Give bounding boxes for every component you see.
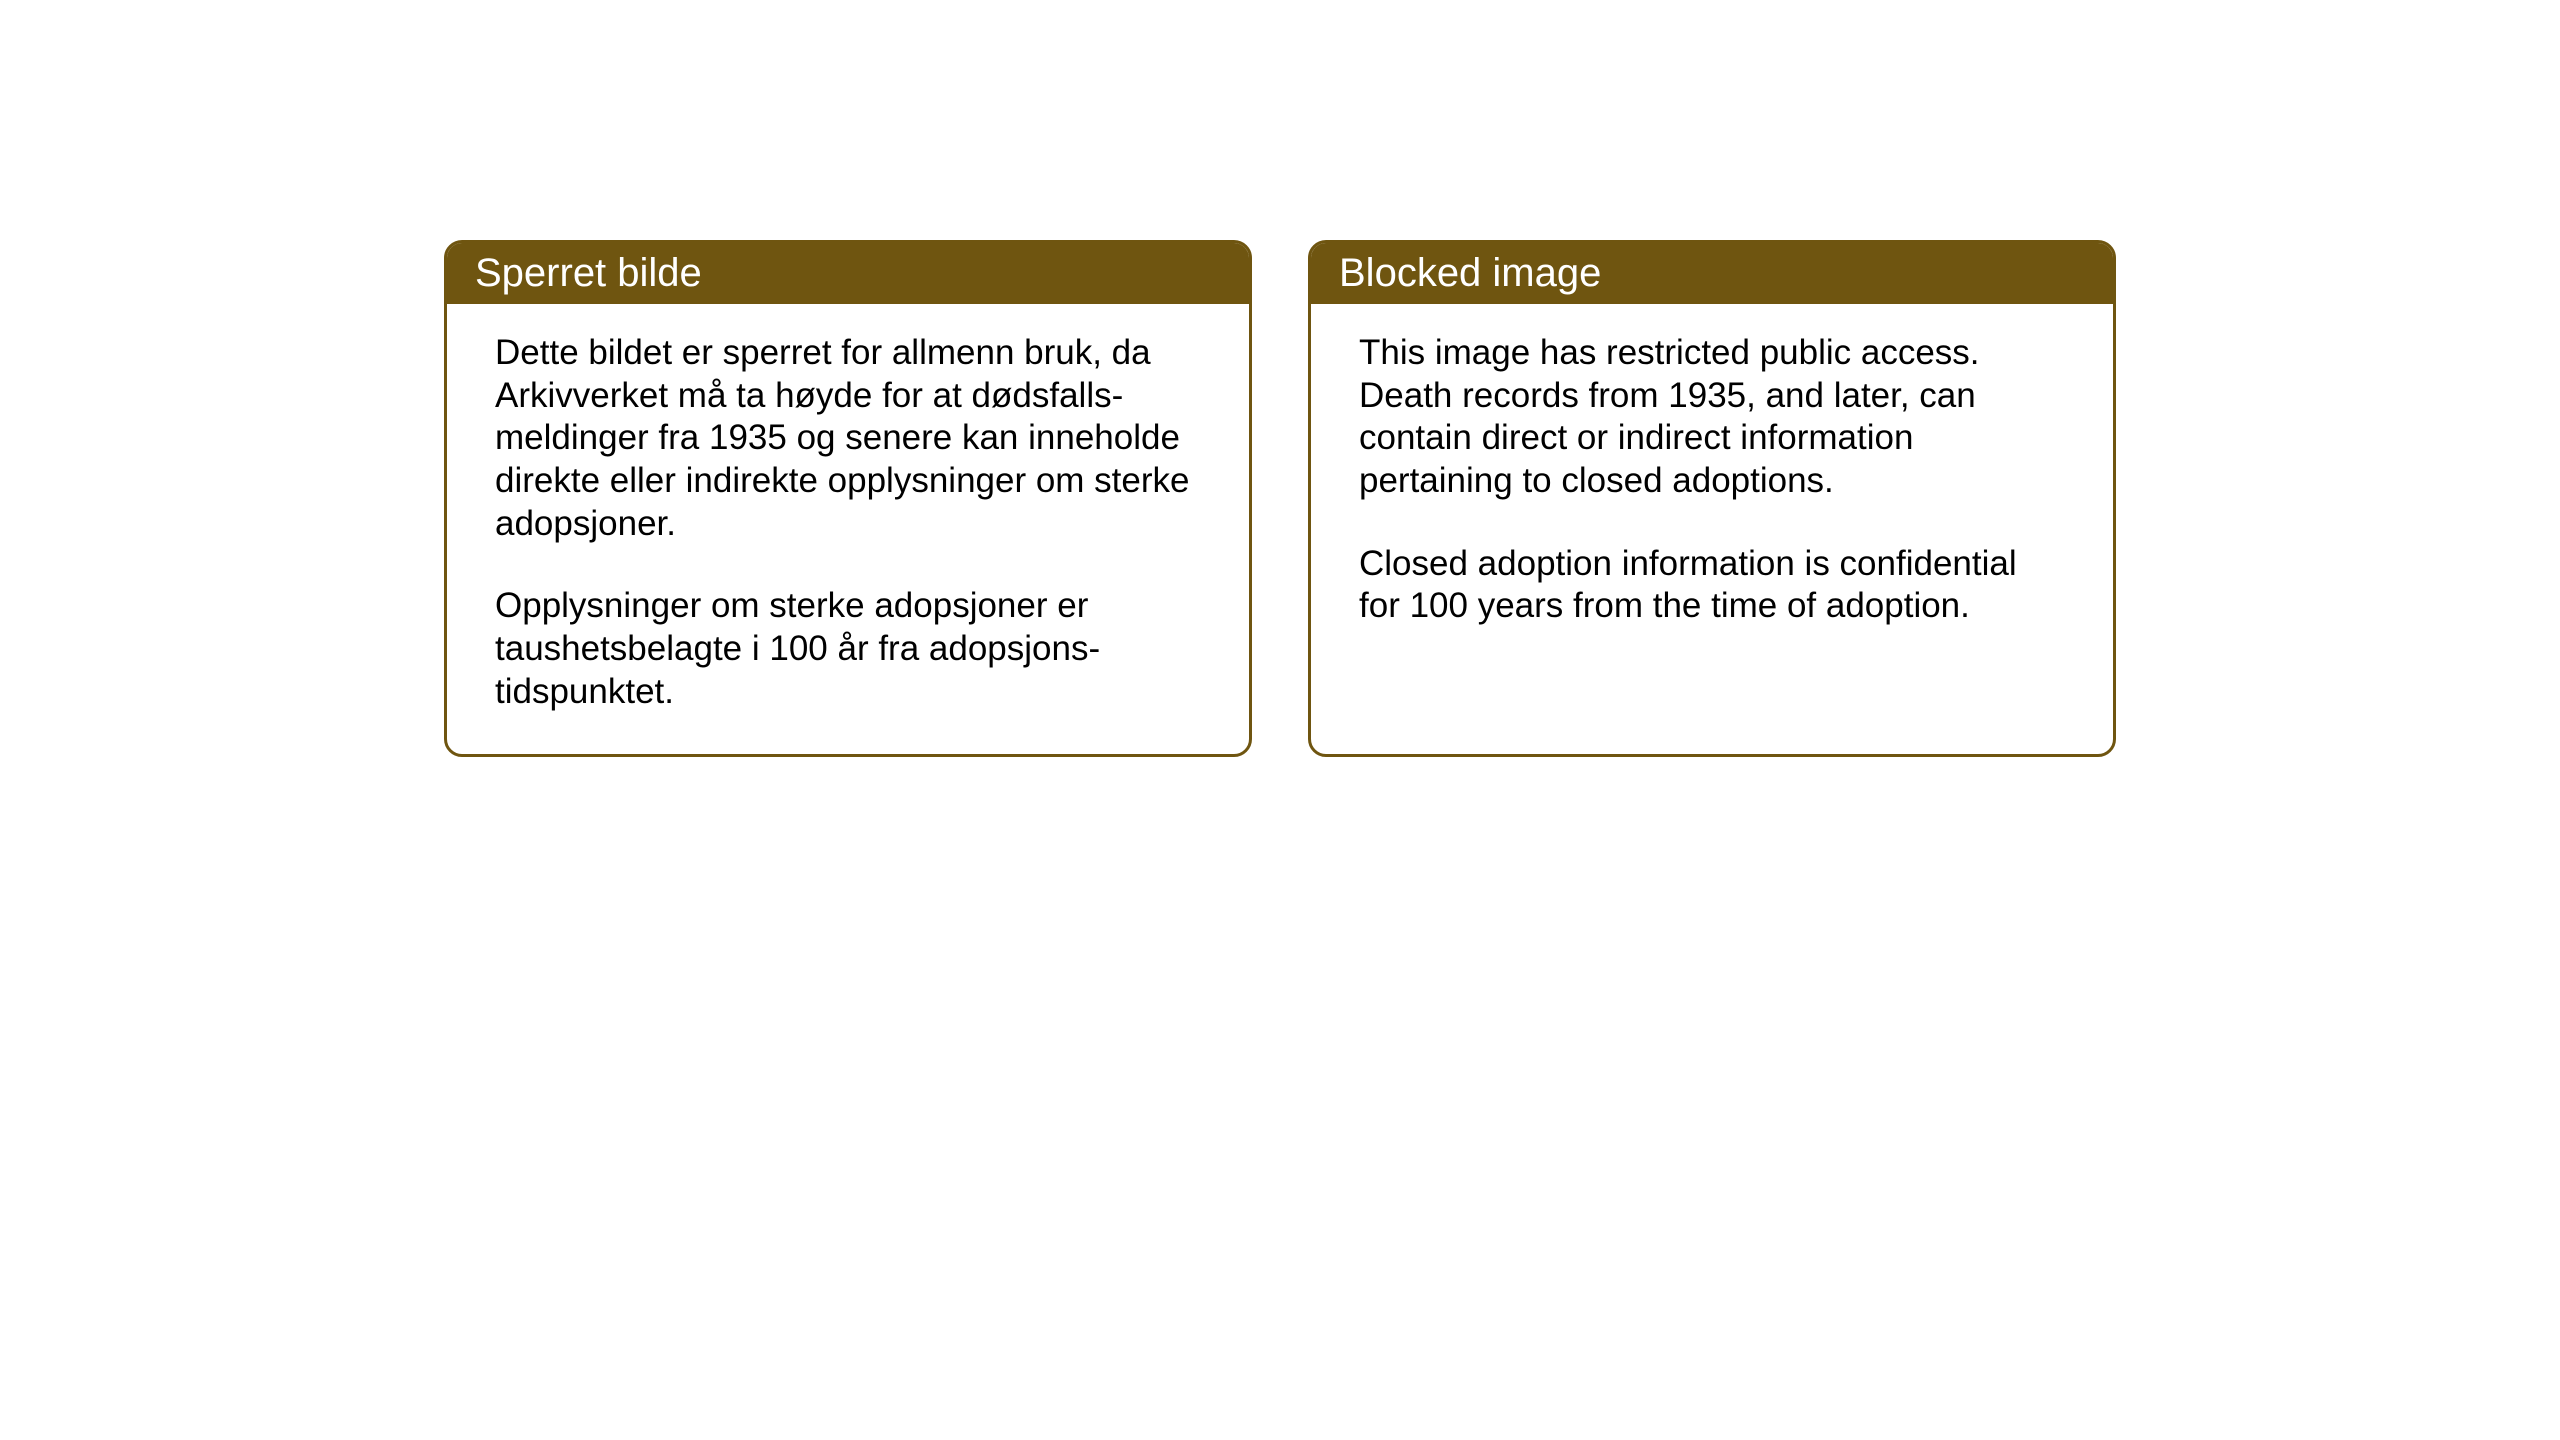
notice-paragraph-2-norwegian: Opplysninger om sterke adopsjoner er tau… — [495, 585, 1201, 713]
notice-card-norwegian: Sperret bilde Dette bildet er sperret fo… — [444, 240, 1252, 757]
notice-container: Sperret bilde Dette bildet er sperret fo… — [444, 240, 2116, 757]
notice-paragraph-2-english: Closed adoption information is confident… — [1359, 543, 2065, 628]
notice-paragraph-1-norwegian: Dette bildet er sperret for allmenn bruk… — [495, 332, 1201, 545]
notice-body-norwegian: Dette bildet er sperret for allmenn bruk… — [447, 304, 1249, 754]
notice-card-english: Blocked image This image has restricted … — [1308, 240, 2116, 757]
notice-title-norwegian: Sperret bilde — [475, 251, 702, 295]
notice-body-english: This image has restricted public access.… — [1311, 304, 2113, 744]
notice-header-norwegian: Sperret bilde — [447, 243, 1249, 304]
notice-paragraph-1-english: This image has restricted public access.… — [1359, 332, 2065, 503]
notice-header-english: Blocked image — [1311, 243, 2113, 304]
notice-title-english: Blocked image — [1339, 251, 1601, 295]
